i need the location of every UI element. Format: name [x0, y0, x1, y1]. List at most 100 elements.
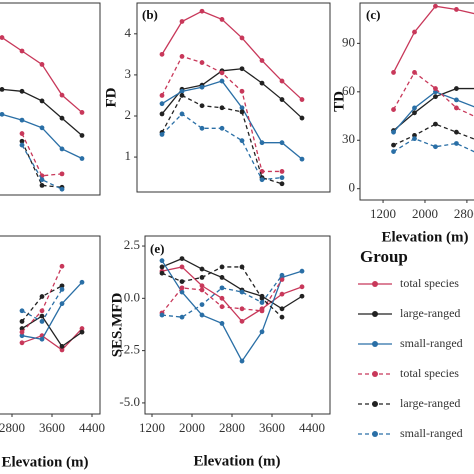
point: [279, 306, 285, 312]
point: [279, 181, 285, 187]
y-tick-label: 0: [349, 180, 356, 195]
point: [19, 138, 25, 144]
point: [219, 70, 225, 76]
point: [79, 329, 85, 335]
y-tick-label: -5.0: [119, 394, 140, 409]
point: [59, 283, 65, 289]
point: [219, 105, 225, 111]
point: [179, 314, 185, 320]
point: [59, 171, 65, 177]
point: [412, 136, 417, 142]
point: [259, 177, 265, 183]
point: [159, 270, 165, 276]
x-tick-label: 3600: [259, 420, 285, 435]
point: [199, 8, 205, 14]
point: [279, 277, 285, 282]
point: [219, 321, 225, 326]
point: [0, 87, 5, 92]
x-axis-label: Elevation (m): [381, 229, 468, 245]
series-line: [161, 80, 303, 160]
point: [79, 133, 85, 138]
point: [239, 109, 245, 115]
point: [433, 3, 438, 9]
point: [19, 142, 25, 148]
point: [199, 84, 205, 90]
legend-label: total species: [400, 366, 459, 380]
point: [79, 279, 85, 285]
point: [179, 279, 185, 284]
point: [199, 266, 205, 272]
series-line: [392, 5, 474, 73]
axis-frame: [144, 235, 331, 415]
point: [179, 88, 185, 94]
legend-dot: [372, 371, 378, 377]
point: [59, 263, 65, 269]
legend-label: small-ranged: [400, 336, 463, 350]
point: [299, 293, 305, 299]
point: [199, 275, 205, 280]
point: [79, 326, 85, 331]
point: [219, 295, 225, 301]
point: [39, 177, 45, 183]
legend-dot: [372, 431, 378, 437]
y-tick-label: 2: [125, 107, 132, 122]
point: [239, 105, 245, 111]
point: [59, 287, 65, 292]
point: [279, 169, 285, 174]
point: [179, 19, 185, 24]
point: [454, 141, 459, 146]
point: [19, 88, 25, 94]
point: [239, 289, 245, 295]
point: [199, 287, 205, 293]
y-axis-label: SES.MFD: [109, 293, 125, 358]
legend-dot: [372, 311, 378, 317]
point: [259, 308, 265, 314]
point: [279, 175, 285, 181]
point: [412, 110, 417, 116]
point: [59, 347, 65, 353]
legend-label: large-ranged: [400, 396, 460, 410]
x-tick-label: 2800: [219, 420, 245, 435]
point: [239, 358, 245, 364]
series-line: [161, 257, 303, 310]
point: [199, 103, 205, 109]
point: [39, 313, 45, 319]
series-line: [21, 144, 63, 190]
series-line: [21, 281, 83, 340]
point: [279, 140, 285, 146]
point: [454, 97, 459, 103]
y-tick-label: 0.0: [124, 289, 140, 304]
series-line: [161, 68, 303, 119]
series-line: [21, 140, 63, 188]
plot-area: [159, 8, 305, 187]
point: [159, 132, 165, 137]
point: [454, 86, 459, 91]
point: [279, 97, 285, 102]
point: [239, 138, 245, 144]
axis-frame: [0, 2, 101, 196]
x-tick-label: 2000: [179, 420, 205, 435]
point: [239, 35, 245, 41]
point: [299, 115, 305, 121]
point: [299, 284, 305, 290]
point: [79, 110, 85, 115]
axis-frame: [136, 2, 331, 193]
point: [259, 80, 265, 86]
x-tick-label: 2800: [0, 420, 25, 435]
point: [39, 319, 45, 324]
y-tick-label: 30: [342, 131, 355, 146]
point: [259, 58, 265, 63]
series-line: [21, 315, 83, 348]
point: [39, 183, 45, 188]
plot-area: [19, 263, 85, 353]
plot-area: [391, 3, 474, 154]
y-tick-label: 2.5: [124, 237, 140, 252]
point: [59, 92, 65, 98]
y-tick-label: 1: [125, 148, 132, 163]
point: [19, 48, 25, 54]
panel-title: (b): [142, 7, 158, 22]
point: [433, 121, 438, 127]
point: [239, 88, 245, 94]
